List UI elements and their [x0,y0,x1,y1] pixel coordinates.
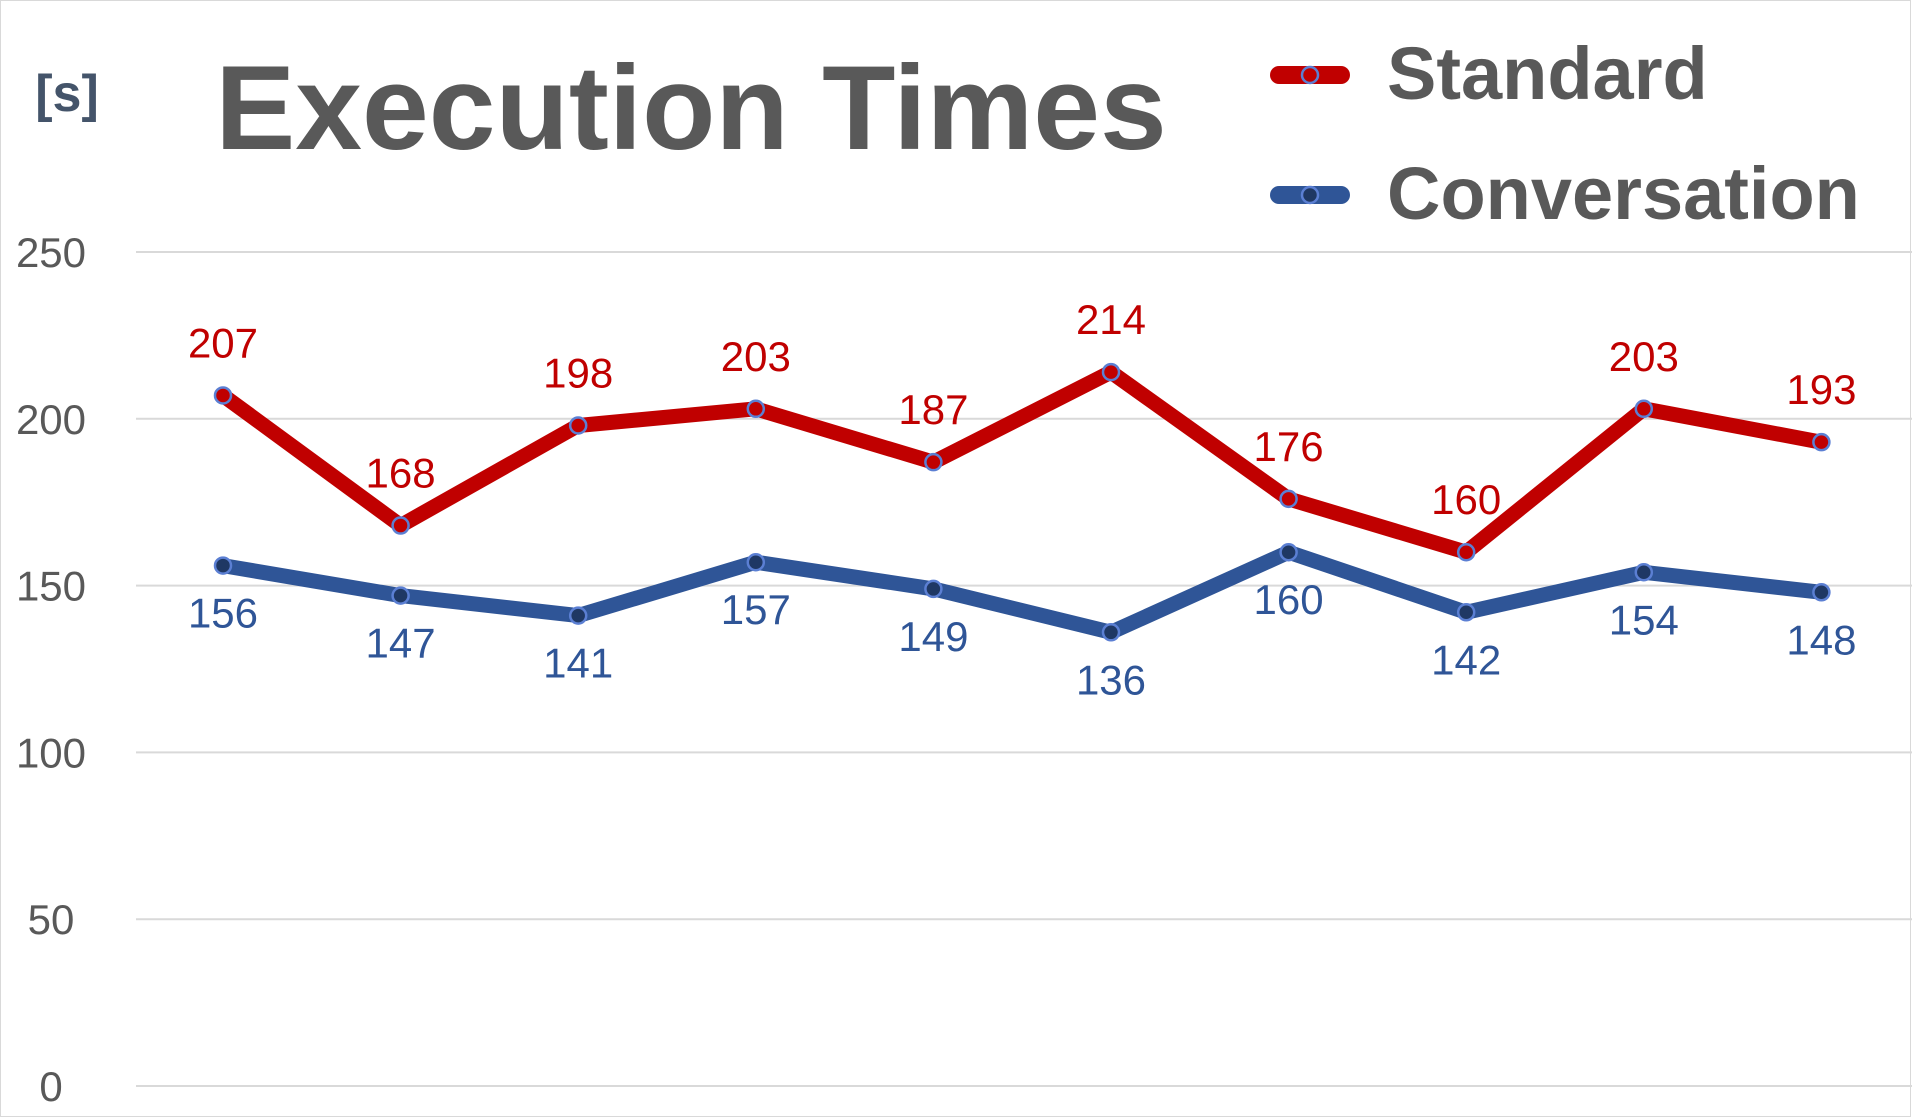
data-point-conversation [1456,603,1476,622]
data-point-conversation [746,552,766,572]
data-point-standard [1456,542,1476,562]
data-label-standard: 160 [1431,476,1501,523]
data-label-standard: 187 [898,386,968,433]
data-point-standard [1812,432,1831,452]
data-label-standard: 176 [1254,423,1324,470]
legend: Standard Conversation [1270,32,1860,235]
data-point-conversation [1812,583,1831,602]
chart-title: Execution Times [215,41,1166,175]
data-point-conversation [1634,563,1654,582]
data-label-standard: 203 [721,333,791,380]
data-label-conversation: 160 [1254,576,1324,623]
y-tick-label: 200 [16,396,86,443]
legend-item-standard: Standard [1270,32,1708,115]
data-label-conversation: 156 [188,590,258,637]
data-labels: 207 168 198 203 187 214 176 160 203 193 156 147 141 1… [188,296,1856,703]
legend-label-conversation: Conversation [1387,152,1860,235]
data-label-conversation: 154 [1609,596,1679,643]
data-point-conversation [1279,542,1298,562]
data-label-conversation: 157 [721,586,791,633]
data-label-standard: 207 [188,319,258,366]
data-point-conversation [391,586,410,605]
data-point-standard [213,386,233,405]
legend-marker-conversation [1300,185,1320,205]
data-point-standard [1634,399,1654,419]
data-label-standard: 198 [543,349,613,396]
data-label-conversation: 142 [1431,636,1501,683]
data-point-standard [568,416,588,435]
series-lines [215,364,1829,640]
data-point-standard [746,399,766,419]
legend-label-standard: Standard [1387,32,1708,115]
y-tick-label: 100 [16,729,86,776]
data-point-conversation [924,579,943,599]
y-tick-label: 0 [39,1063,62,1110]
series-line-standard [215,364,1829,560]
data-label-standard: 168 [366,450,436,497]
data-label-conversation: 147 [366,620,436,667]
data-point-conversation [213,556,233,575]
data-label-conversation: 136 [1076,656,1146,703]
data-label-standard: 193 [1786,366,1856,413]
series-markers [213,362,1831,642]
legend-marker-standard [1300,65,1320,85]
series-line-conversation [215,544,1829,640]
y-tick-label: 250 [16,229,86,276]
data-point-standard [1279,489,1298,509]
data-point-conversation [1101,623,1121,642]
data-point-standard [924,452,943,472]
y-axis-unit-label: [s] [35,65,99,123]
data-point-conversation [568,606,588,625]
data-label-standard: 203 [1609,333,1679,380]
data-label-conversation: 148 [1786,616,1856,663]
y-axis-tick-labels: 0 50 100 150 200 250 [16,229,86,1110]
y-tick-label: 150 [16,563,86,610]
legend-item-conversation: Conversation [1270,152,1860,235]
data-point-standard [391,516,410,535]
data-label-standard: 214 [1076,296,1146,343]
data-label-conversation: 141 [543,640,613,687]
data-label-conversation: 149 [898,613,968,660]
y-tick-label: 50 [28,896,75,943]
data-point-standard [1101,362,1121,382]
